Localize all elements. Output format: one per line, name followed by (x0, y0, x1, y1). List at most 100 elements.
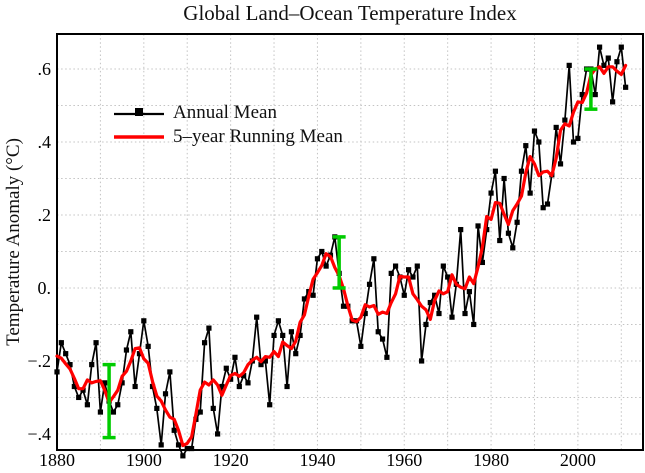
y-tick-label: .2 (38, 205, 52, 225)
annual-mean-marker (436, 310, 442, 317)
annual-mean-swatch-icon (114, 108, 164, 116)
annual-mean-marker (201, 340, 208, 346)
annual-mean-marker (188, 445, 195, 452)
annual-mean-marker (392, 263, 399, 269)
x-tick-label: 2000 (560, 450, 596, 470)
annual-mean-marker (301, 296, 308, 302)
annual-mean-marker (54, 369, 60, 375)
annual-mean-marker (271, 332, 277, 339)
annual-mean-marker (89, 362, 95, 368)
error-bars (102, 67, 598, 440)
annual-mean-marker (293, 351, 299, 357)
y-axis-title: Temperature Anomaly (°C) (3, 138, 24, 346)
annual-mean-marker (171, 427, 177, 433)
annual-mean-marker (167, 369, 173, 375)
annual-mean-marker (210, 405, 216, 411)
annual-mean-marker (466, 289, 472, 295)
plot-border (56, 33, 644, 451)
annual-mean-marker (492, 168, 499, 174)
annual-mean-marker (136, 351, 143, 357)
annual-mean-marker (432, 292, 438, 298)
annual-mean-marker (267, 402, 273, 408)
annual-mean-marker (132, 383, 138, 390)
annual-mean-marker (536, 139, 542, 145)
annual-mean-marker (128, 329, 134, 335)
annual-mean-marker (527, 190, 533, 196)
legend-label-running-mean: 5–year Running Mean (173, 126, 343, 147)
annual-mean-marker (375, 329, 381, 335)
annual-mean-marker (110, 409, 117, 415)
annual-mean-marker (245, 380, 251, 386)
annual-mean-marker (323, 263, 329, 269)
annual-mean-marker (510, 245, 516, 251)
annual-mean-marker (314, 256, 321, 262)
annual-mean-marker (254, 314, 260, 320)
annual-mean-marker (280, 332, 286, 339)
annual-mean-marker (236, 383, 242, 390)
x-tick-label: 1980 (473, 450, 509, 470)
annual-mean-marker (592, 91, 598, 98)
annual-mean-marker (518, 168, 525, 174)
annual-mean-marker (479, 259, 485, 266)
annual-mean-marker (445, 274, 451, 280)
annual-mean-marker (501, 175, 507, 182)
annual-mean-marker (63, 351, 69, 357)
annual-mean-marker (449, 314, 455, 320)
annual-mean-marker (58, 340, 64, 346)
annual-mean-series (54, 44, 629, 459)
chart-legend: Annual Mean 5–year Running Mean (113, 101, 343, 149)
y-tick-label: 0. (38, 278, 52, 298)
annual-mean-marker (414, 263, 420, 269)
annual-mean-marker (458, 226, 464, 233)
y-tick-label: −.4 (27, 424, 51, 444)
x-tick-label: 1960 (386, 450, 422, 470)
annual-mean-marker (488, 190, 494, 196)
annual-mean-marker (475, 223, 481, 229)
annual-mean-marker (97, 409, 104, 415)
annual-mean-marker (145, 343, 151, 349)
running-mean-series (55, 63, 628, 448)
annual-mean-marker (241, 372, 247, 379)
annual-mean-marker (197, 409, 203, 415)
annual-mean-marker (67, 362, 73, 368)
annual-mean-marker (215, 431, 221, 437)
running-mean-swatch-icon (114, 135, 164, 139)
annual-mean-marker (540, 205, 546, 211)
annual-mean-marker (219, 383, 225, 390)
annual-mean-marker (297, 332, 303, 339)
annual-mean-marker (505, 230, 512, 236)
x-tick-labels: 1880 1900 1920 1940 1960 1980 2000 (39, 450, 596, 470)
annual-mean-marker (553, 124, 559, 131)
annual-mean-marker (623, 84, 629, 90)
annual-mean-marker (184, 445, 190, 452)
annual-mean-marker (76, 394, 82, 401)
annual-mean-marker (175, 442, 182, 448)
annual-mean-marker (562, 117, 568, 123)
annual-mean-marker (601, 62, 607, 68)
annual-mean-marker (614, 59, 620, 65)
annual-mean-marker (123, 347, 130, 353)
annual-mean-marker (288, 329, 294, 335)
annual-mean-marker (119, 380, 125, 386)
annual-mean-marker (262, 358, 268, 364)
x-tick-label: 1880 (39, 450, 75, 470)
annual-mean-marker (284, 383, 290, 390)
annual-mean-marker (162, 391, 169, 397)
annual-mean-marker (206, 325, 212, 331)
annual-mean-marker (406, 267, 412, 273)
annual-mean-marker (410, 274, 416, 280)
y-tick-label: −.2 (27, 351, 51, 371)
annual-mean-marker (71, 383, 77, 390)
annual-mean-marker (605, 55, 611, 61)
annual-mean-marker (401, 292, 407, 298)
annual-mean-marker (596, 44, 603, 50)
annual-mean-marker (340, 303, 347, 309)
annual-mean-marker (423, 321, 429, 328)
annual-mean-marker (557, 161, 564, 167)
annual-mean-marker (484, 226, 490, 233)
annual-mean-marker (358, 343, 364, 349)
annual-mean-marker (141, 318, 147, 324)
gridlines (57, 34, 643, 450)
